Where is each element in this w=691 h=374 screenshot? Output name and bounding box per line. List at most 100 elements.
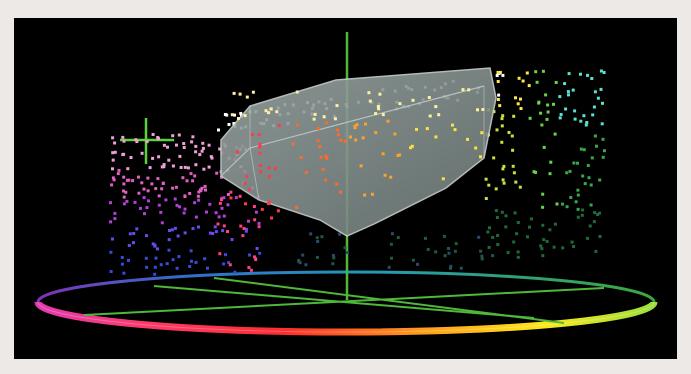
color-sample-dot (354, 138, 358, 142)
color-sample-dot (486, 230, 490, 234)
color-sample-dot (331, 262, 335, 266)
color-sample-dot (528, 225, 531, 229)
color-sample-dot (144, 256, 148, 260)
color-sample-dot (313, 112, 317, 116)
color-sample-dot (549, 160, 553, 164)
color-sample-dot (110, 237, 114, 241)
color-sample-dot (228, 263, 232, 267)
color-sample-dot (324, 178, 328, 182)
color-sample-dot (316, 139, 320, 143)
color-sample-dot (498, 70, 502, 74)
color-sample-dot (175, 143, 178, 147)
color-sample-dot (165, 262, 169, 266)
color-sample-dot (110, 183, 114, 187)
color-sample-dot (364, 122, 367, 126)
color-sample-dot (173, 197, 177, 201)
color-sample-dot (541, 223, 545, 227)
color-sample-dot (343, 246, 347, 250)
color-sample-dot (178, 205, 181, 209)
color-sample-dot (178, 154, 182, 158)
gamut-solid[interactable] (220, 67, 497, 237)
color-sample-dot (587, 176, 591, 180)
color-sample-dot (201, 146, 205, 150)
color-sample-dot (203, 257, 207, 261)
color-sample-dot (111, 167, 114, 171)
color-sample-dot (159, 210, 163, 214)
color-sample-dot (254, 210, 258, 214)
color-sample-dot (398, 102, 402, 106)
color-sample-dot (203, 184, 207, 188)
color-sample-dot (131, 179, 135, 183)
color-sample-dot (210, 156, 214, 160)
color-sample-dot (320, 235, 324, 239)
color-sample-dot (491, 254, 495, 258)
color-sample-dot (424, 236, 427, 240)
color-sample-dot (345, 251, 349, 254)
color-sample-dot (120, 262, 124, 266)
color-sample-dot (540, 123, 544, 127)
color-sample-dot (333, 117, 337, 121)
color-sample-dot (516, 221, 520, 224)
color-sample-dot (583, 182, 587, 186)
color-sample-dot (519, 107, 523, 110)
color-sample-dot (495, 128, 499, 132)
color-sample-dot (197, 190, 201, 194)
color-sample-dot (135, 140, 139, 143)
color-sample-dot (600, 122, 604, 126)
color-sample-dot (229, 190, 233, 194)
color-sample-dot (277, 124, 281, 128)
color-sample-dot (545, 239, 549, 243)
color-sample-dot (121, 135, 125, 139)
color-sample-dot (191, 179, 195, 183)
color-sample-dot (568, 169, 572, 173)
color-sample-dot (599, 87, 603, 91)
color-sample-dot (541, 192, 545, 196)
color-sample-dot (170, 228, 174, 232)
color-sample-dot (561, 202, 564, 206)
color-sample-dot (122, 195, 126, 199)
color-sample-dot (515, 232, 519, 236)
color-sample-dot (564, 107, 568, 111)
color-sample-dot (516, 250, 520, 254)
color-sample-dot (504, 225, 508, 229)
color-sample-dot (238, 92, 242, 96)
color-sample-dot (586, 236, 589, 240)
color-sample-dot (324, 154, 328, 158)
color-sample-dot (567, 93, 570, 97)
color-sample-dot (235, 150, 239, 154)
color-sample-dot (127, 258, 130, 262)
color-sample-dot (218, 147, 222, 151)
color-sample-dot (383, 173, 387, 177)
gamut-viewer[interactable] (14, 18, 677, 359)
color-sample-dot (481, 108, 485, 111)
color-sample-dot (211, 232, 215, 235)
color-sample-dot (208, 231, 212, 235)
color-sample-dot (171, 134, 175, 138)
color-sample-dot (145, 140, 149, 144)
color-sample-dot (434, 250, 438, 254)
color-sample-dot (573, 109, 577, 113)
color-sample-dot (374, 131, 378, 135)
color-sample-dot (143, 212, 146, 216)
color-sample-dot (257, 133, 261, 137)
color-sample-dot (487, 245, 491, 249)
color-sample-dot (396, 236, 400, 239)
color-sample-dot (174, 185, 178, 189)
color-sample-dot (233, 113, 236, 117)
color-sample-dot (194, 144, 198, 148)
color-sample-dot (506, 251, 510, 255)
color-sample-dot (545, 117, 549, 121)
color-sample-dot (207, 165, 211, 169)
color-sample-dot (201, 141, 205, 145)
color-sample-dot (160, 221, 164, 225)
color-sample-dot (554, 81, 558, 84)
color-sample-dot (113, 150, 117, 154)
color-sample-dot (572, 161, 576, 165)
color-sample-dot (593, 211, 597, 215)
color-sample-dot (124, 190, 128, 194)
color-sample-dot (565, 171, 569, 175)
color-sample-dot (157, 155, 161, 159)
color-sample-dot (353, 124, 357, 128)
color-sample-dot (585, 121, 589, 124)
color-sample-dot (247, 188, 251, 191)
